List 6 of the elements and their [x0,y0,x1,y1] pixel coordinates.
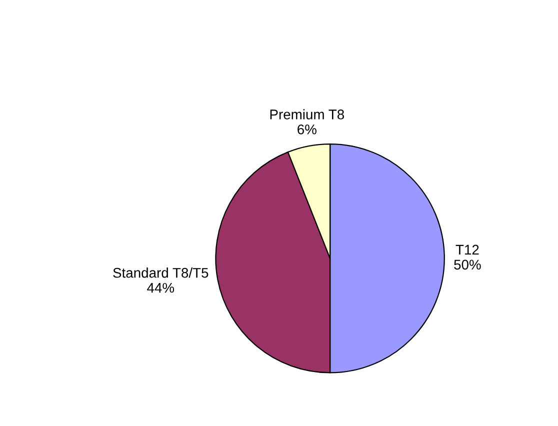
data-label: 50% [454,260,481,270]
slice-label: Standard T8/T5 [113,268,208,278]
slice-label: T12 [456,244,479,254]
data-label: 44% [147,282,174,293]
data-label: 6% [298,124,316,134]
slice-label: Premium T8 [270,109,344,120]
